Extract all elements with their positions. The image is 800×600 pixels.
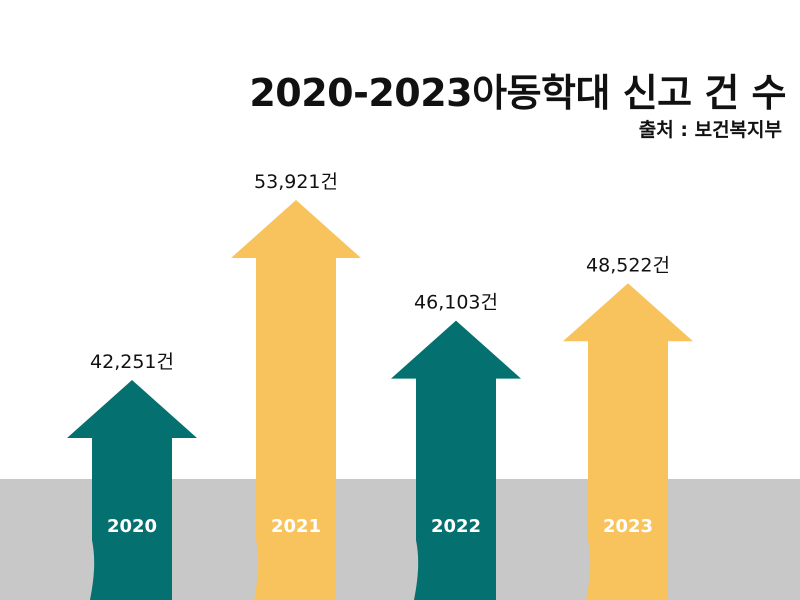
arrow-bar-2023 bbox=[563, 283, 693, 600]
year-label-2022: 2022 bbox=[431, 516, 481, 537]
year-label-2023: 2023 bbox=[603, 516, 653, 537]
arrow-bar-2022 bbox=[391, 320, 521, 600]
value-label-2023: 48,522건 bbox=[586, 254, 670, 276]
source-note: 출처 : 보건복지부 bbox=[638, 119, 782, 141]
arrow-bar-2020 bbox=[67, 380, 197, 600]
value-label-2021: 53,921건 bbox=[254, 171, 338, 193]
value-label-2020: 42,251건 bbox=[90, 351, 174, 373]
year-label-2020: 2020 bbox=[107, 516, 157, 537]
chart-title: 2020-2023아동학대 신고 건 수 bbox=[249, 71, 786, 115]
arrow-bar-2021 bbox=[231, 200, 361, 600]
value-label-2022: 46,103건 bbox=[414, 292, 498, 314]
year-label-2021: 2021 bbox=[271, 516, 321, 537]
